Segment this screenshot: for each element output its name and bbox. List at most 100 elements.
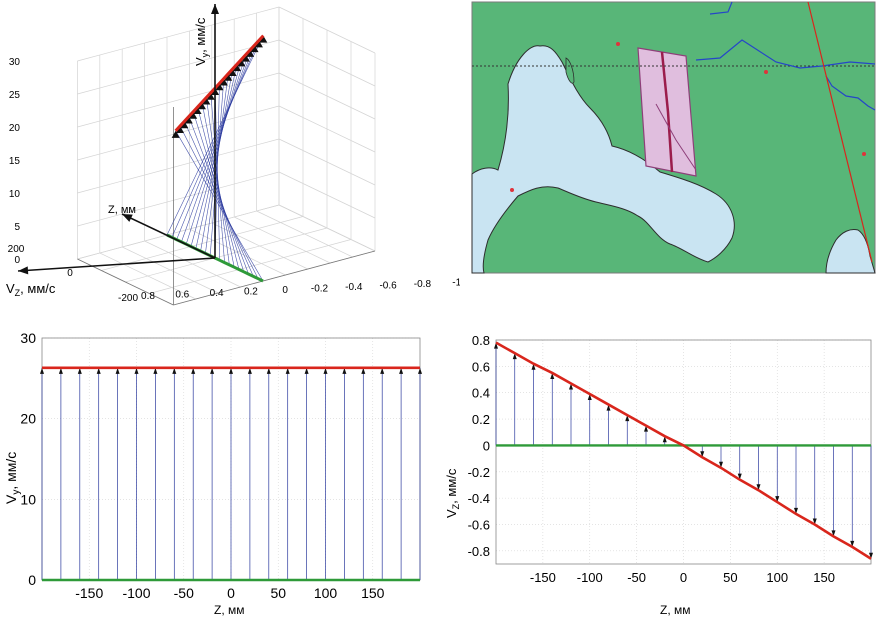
river-top	[709, 1, 733, 15]
vector-arrowhead	[380, 367, 385, 374]
vector-line	[179, 125, 259, 279]
y-tick-label: -0.8	[468, 544, 490, 559]
x-tick-label: 100	[766, 570, 788, 585]
x-tick-label: 50	[270, 585, 286, 601]
vy-tick-label: 20	[9, 123, 21, 134]
vy-tick-label: 0	[14, 255, 20, 266]
x-tick-label: -100	[122, 585, 150, 601]
vz-tick-label: 0.4	[210, 288, 224, 299]
river-north	[695, 39, 876, 69]
x-tick-label: -50	[174, 585, 194, 601]
sea-area	[471, 45, 735, 274]
vector-arrowhead	[775, 496, 780, 503]
vector-arrowhead	[285, 367, 290, 374]
vy-axis-label: Vy, мм/с	[3, 452, 22, 504]
vector-arrowhead	[193, 107, 202, 115]
y-tick-label: 30	[20, 330, 36, 346]
z-axis-line	[121, 213, 216, 259]
grid-line-floor	[77, 204, 280, 260]
vector-arrowhead	[342, 367, 347, 374]
vector-arrowhead	[266, 367, 271, 374]
vz-tick-label: -0.8	[414, 279, 432, 290]
vector-arrowhead	[229, 367, 233, 374]
vector-arrowhead	[224, 73, 233, 81]
vector-arrowhead	[219, 78, 228, 86]
point-marker	[616, 42, 620, 46]
strip-diagonal	[655, 103, 697, 171]
vector-arrowhead	[399, 367, 404, 374]
vector-line	[190, 59, 242, 247]
vector-arrowhead	[58, 367, 63, 374]
vector-arrowhead	[176, 126, 185, 134]
vector-arrowhead	[115, 367, 120, 374]
vz-axis-label-3d: VZ, мм/с	[6, 281, 56, 298]
z-axis-line-arrowhead	[122, 214, 133, 222]
axes-3d	[17, 4, 219, 275]
track-line	[807, 1, 873, 263]
ticks-vy: -150 -100 -50 0 50 100 150 0 10 20 30	[20, 330, 384, 601]
series-line-velocity	[495, 341, 872, 560]
point-marker	[510, 188, 514, 192]
x-tick-label: 0	[227, 585, 235, 601]
vz-axis-label: VZ, мм/с	[444, 468, 461, 518]
y-tick-label: 10	[20, 491, 36, 507]
vector-arrowhead	[869, 552, 873, 559]
vector-arrowhead	[247, 367, 252, 374]
vector-arrowhead	[171, 130, 180, 138]
vz-axis-line-arrowhead	[18, 266, 29, 275]
marks-3d	[166, 34, 268, 283]
vector-arrowhead	[700, 451, 705, 458]
vector-arrowhead	[191, 367, 196, 374]
x-tick-label: 50	[723, 570, 737, 585]
y-tick-label: 0	[28, 572, 36, 588]
z-axis-label: Z, мм	[214, 603, 245, 617]
vy-axis-label-3d: Vy, мм/с	[193, 17, 210, 66]
x-tick-label: 100	[314, 585, 338, 601]
y-tick-label: 0	[483, 438, 490, 453]
vector-arrowhead	[304, 367, 309, 374]
vector-line	[192, 111, 245, 272]
vector-arrowhead	[189, 111, 198, 119]
vector-arrowhead	[719, 461, 723, 468]
y-tick-label: 0.2	[472, 412, 490, 427]
vector-arrowhead	[250, 45, 259, 53]
vector-arrowhead	[254, 40, 263, 48]
vy-tick-label: 15	[9, 156, 21, 167]
vector-arrowhead	[153, 367, 158, 374]
grid-line-floor	[149, 239, 352, 294]
x-tick-label: 150	[813, 570, 835, 585]
x-tick-label: 150	[361, 585, 385, 601]
vector-arrowhead	[215, 83, 224, 91]
y-tick-label: 0.6	[472, 359, 490, 374]
vector-arrowhead	[756, 484, 761, 491]
vector-line	[195, 64, 238, 249]
vector-arrowhead	[202, 97, 211, 105]
vector-arrowhead	[172, 367, 177, 374]
y-tick-label: -0.6	[468, 517, 490, 532]
vector-line	[188, 116, 249, 275]
vz-tick-label: 0.8	[141, 291, 155, 302]
map-panel	[471, 1, 876, 274]
vector-arrowhead	[228, 68, 237, 76]
x-tick-label: -50	[627, 570, 646, 585]
vy-axis-line-arrowhead	[211, 4, 219, 14]
y-tick-label: -0.4	[468, 491, 490, 506]
vector-arrowhead	[259, 35, 268, 43]
x-tick-label: -150	[530, 570, 556, 585]
vector-arrowhead	[96, 367, 101, 374]
z-tick-label: -200	[118, 293, 138, 304]
vector-arrowhead	[241, 54, 250, 62]
vector-line	[200, 68, 233, 252]
vector-arrowhead	[606, 404, 611, 411]
vz-axis-line	[17, 257, 216, 272]
vz-tick-label: 0.2	[244, 287, 258, 298]
vector-arrowhead	[531, 363, 536, 370]
vector-arrowhead	[237, 59, 246, 67]
vector-arrowhead	[197, 102, 206, 110]
vector-arrowhead	[550, 372, 555, 379]
vector-arrowhead	[418, 367, 422, 374]
marks-vy	[40, 366, 422, 582]
vz-tick-label: 0.6	[175, 290, 189, 301]
z-axis-label-3d: Z, мм	[108, 204, 136, 216]
